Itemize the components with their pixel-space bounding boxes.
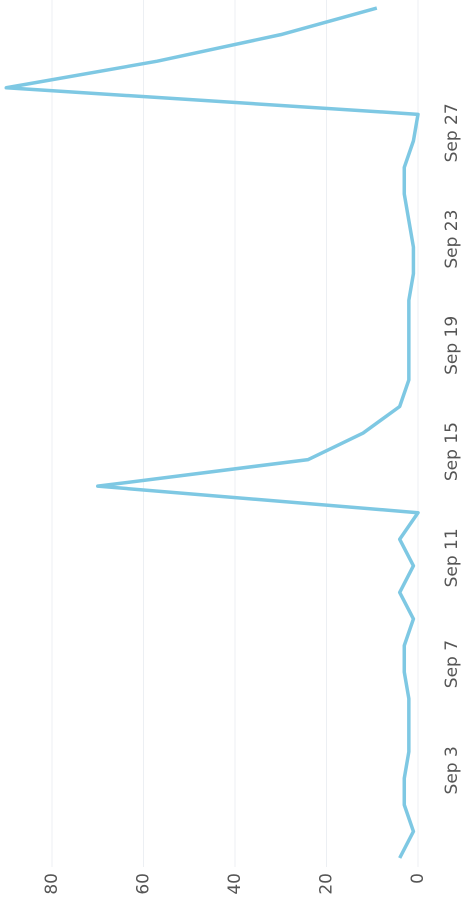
line-series (4, 6, 420, 859)
x-tick-label: Sep 19 (442, 316, 462, 375)
x-tick-label: Sep 23 (442, 210, 462, 269)
y-tick-label: 60 (134, 873, 154, 895)
x-tick-label: Sep 3 (442, 746, 462, 794)
x-tick-label: Sep 7 (442, 640, 462, 688)
x-tick-label: Sep 11 (442, 528, 462, 587)
rotated-plot: 0 20 40 60 80 Sep 3 Sep 7 Sep 11 Sep 15 Sep 19 Sep… (4, 0, 462, 895)
x-tick-label: Sep 15 (442, 422, 462, 481)
y-tick-label: 40 (225, 873, 245, 895)
y-tick-label: 20 (317, 873, 337, 895)
y-tick-label: 0 (408, 873, 428, 884)
x-tick-label: Sep 27 (442, 103, 462, 162)
y-tick-label: 80 (42, 873, 62, 895)
